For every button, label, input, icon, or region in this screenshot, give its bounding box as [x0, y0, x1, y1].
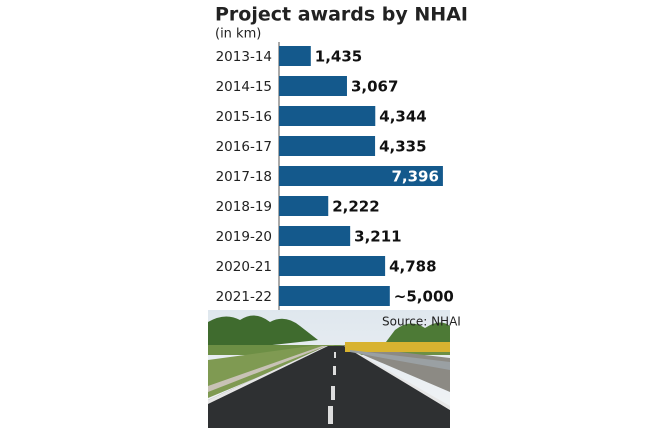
value-label: 4,344	[379, 108, 426, 126]
chart-subtitle: (in km)	[215, 27, 261, 42]
y-tick-label: 2018-19	[216, 199, 272, 215]
value-label: 7,396	[391, 168, 438, 186]
y-tick-label: 2014-15	[216, 79, 272, 95]
bar	[279, 46, 311, 66]
y-tick-label: 2017-18	[216, 169, 272, 185]
bar	[279, 136, 376, 156]
value-label: 3,067	[351, 78, 398, 96]
bar	[279, 106, 376, 126]
value-label: 3,211	[354, 228, 401, 246]
road-photo	[208, 310, 450, 428]
bar	[279, 166, 443, 186]
y-tick-label: 2016-17	[216, 139, 272, 155]
bar	[279, 76, 347, 96]
bar	[279, 196, 329, 216]
y-tick-label: 2020-21	[216, 259, 272, 275]
bar	[279, 286, 390, 306]
value-label: 4,335	[379, 138, 426, 156]
bar	[279, 226, 351, 246]
y-tick-label: 2013-14	[216, 49, 272, 65]
value-label: 1,435	[315, 48, 362, 66]
value-label: 4,788	[389, 258, 436, 276]
y-tick-label: 2019-20	[216, 229, 272, 245]
bar	[279, 256, 386, 276]
source-note: Source: NHAI	[382, 315, 461, 329]
value-label: ~5,000	[394, 288, 454, 306]
y-tick-label: 2021-22	[216, 289, 272, 305]
value-label: 2,222	[332, 198, 379, 216]
chart-title: Project awards by NHAI	[215, 4, 468, 26]
y-tick-label: 2015-16	[216, 109, 272, 125]
